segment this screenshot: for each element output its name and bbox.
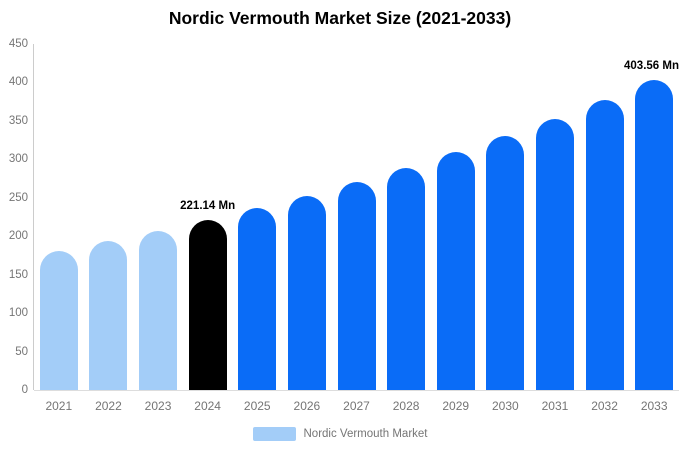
y-axis-label: 300 xyxy=(8,153,28,166)
x-axis-label: 2027 xyxy=(343,399,370,413)
y-axis-label: 150 xyxy=(8,268,28,281)
legend-item-nordic-vermouth-market[interactable]: Nordic Vermouth Market xyxy=(252,427,428,441)
x-axis-label: 2026 xyxy=(293,399,321,413)
x-axis-label: 2032 xyxy=(591,399,618,413)
bar-2029[interactable] xyxy=(436,152,475,390)
x-axis-label: 2024 xyxy=(194,399,221,413)
bar-2027[interactable] xyxy=(337,182,376,390)
bar-2023[interactable] xyxy=(139,230,178,390)
bar-2025[interactable] xyxy=(238,208,277,390)
y-axis-line xyxy=(33,44,34,390)
x-axis-label: 2028 xyxy=(392,399,420,413)
y-axis-label: 350 xyxy=(8,114,28,127)
x-axis-label: 2025 xyxy=(243,399,271,413)
y-axis-label: 200 xyxy=(8,230,28,243)
legend-label: Nordic Vermouth Market xyxy=(303,428,428,440)
bar-2021[interactable] xyxy=(39,250,78,390)
x-axis-label: 2022 xyxy=(95,399,122,413)
bar-2024[interactable] xyxy=(188,219,227,390)
legend: Nordic Vermouth Market xyxy=(0,427,680,441)
y-axis-label: 450 xyxy=(8,38,28,50)
y-axis-label: 400 xyxy=(8,76,28,89)
bar-2033[interactable] xyxy=(635,79,674,390)
bar-value-label-2024: 221.14 Mn xyxy=(180,199,236,212)
y-axis-label: 100 xyxy=(8,307,28,320)
bar-2022[interactable] xyxy=(89,241,128,390)
x-axis-label: 2031 xyxy=(541,399,569,413)
y-axis-label: 250 xyxy=(8,191,28,204)
x-axis-baseline xyxy=(34,390,679,391)
bar-2026[interactable] xyxy=(287,195,326,390)
x-axis-label: 2030 xyxy=(491,399,519,413)
x-axis-label: 2033 xyxy=(640,399,668,413)
legend-swatch xyxy=(252,427,296,441)
y-axis-label: 0 xyxy=(21,384,28,396)
y-axis-label: 50 xyxy=(15,345,28,358)
x-axis-label: 2029 xyxy=(442,399,470,413)
x-axis-label: 2021 xyxy=(45,399,73,413)
x-axis-label: 2023 xyxy=(144,399,172,413)
bar-2030[interactable] xyxy=(486,136,525,390)
bar-2032[interactable] xyxy=(585,99,624,390)
bar-value-label-2033: 403.56 Mn xyxy=(624,59,679,72)
chart-title: Nordic Vermouth Market Size (2021-2033) xyxy=(168,8,512,28)
bar-2031[interactable] xyxy=(535,118,574,390)
bar-2028[interactable] xyxy=(387,167,426,390)
